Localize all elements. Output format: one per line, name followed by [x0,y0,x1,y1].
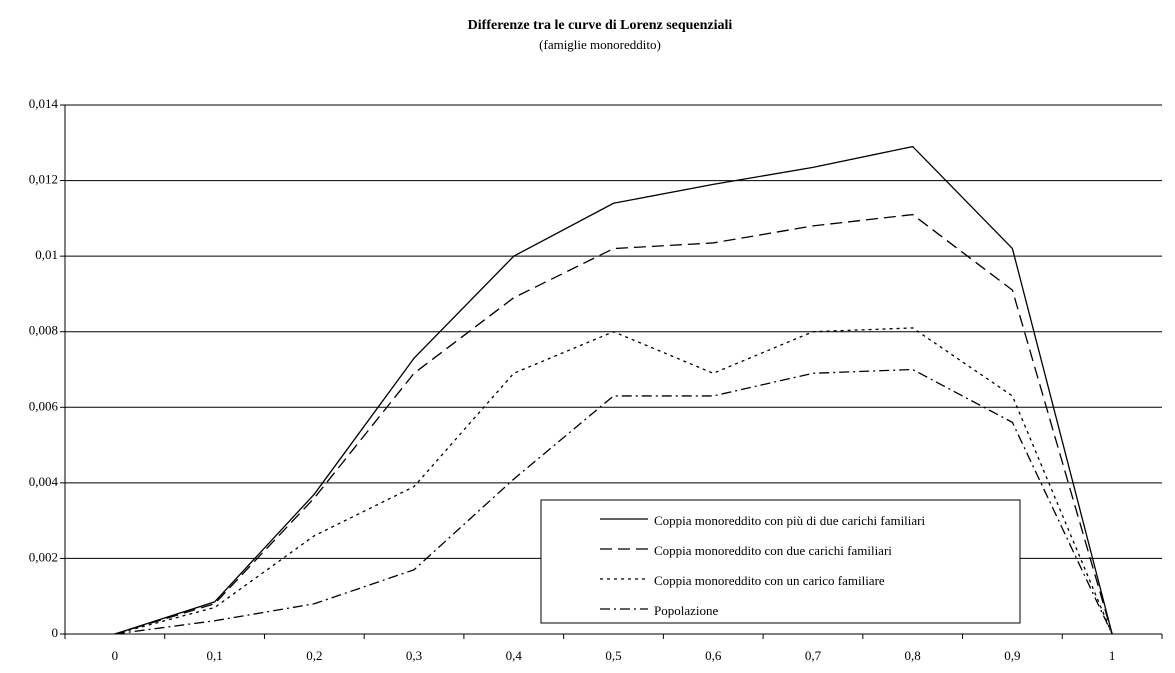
x-tick-label: 0,2 [306,648,322,663]
legend-box [540,499,1021,624]
x-tick-label: 1 [1109,648,1116,663]
x-tick-label: 0,8 [905,648,921,663]
y-tick-label: 0,006 [29,398,59,413]
legend-label: Popolazione [654,603,718,618]
y-tick-label: 0,014 [29,96,59,111]
y-tick-label: 0 [52,625,59,640]
series-line [114,368,1113,635]
y-tick-label: 0,01 [35,247,58,262]
x-tick-label: 0,4 [506,648,523,663]
x-tick-label: 0,5 [605,648,621,663]
x-tick-label: 0,9 [1004,648,1020,663]
legend-label: Coppia monoreddito con più di due carich… [654,513,926,528]
legend: Coppia monoreddito con più di due carich… [540,499,1021,624]
legend-label: Coppia monoreddito con un carico familia… [654,573,885,588]
y-tick-label: 0,008 [29,323,58,338]
y-tick-label: 0,002 [29,549,58,564]
x-tick-label: 0,6 [705,648,722,663]
x-tick-label: 0,7 [805,648,822,663]
x-tick-label: 0 [112,648,119,663]
y-tick-label: 0,004 [29,474,59,489]
chart-subtitle: (famiglie monoreddito) [539,37,661,52]
legend-label: Coppia monoreddito con due carichi famil… [654,543,892,558]
series-line [114,327,1113,635]
chart-title: Differenze tra le curve di Lorenz sequen… [468,18,733,33]
series-line [114,213,1113,635]
series-line [114,145,1113,635]
x-tick-label: 0,3 [406,648,422,663]
x-tick-label: 0,1 [206,648,222,663]
y-tick-label: 0,012 [29,172,58,187]
